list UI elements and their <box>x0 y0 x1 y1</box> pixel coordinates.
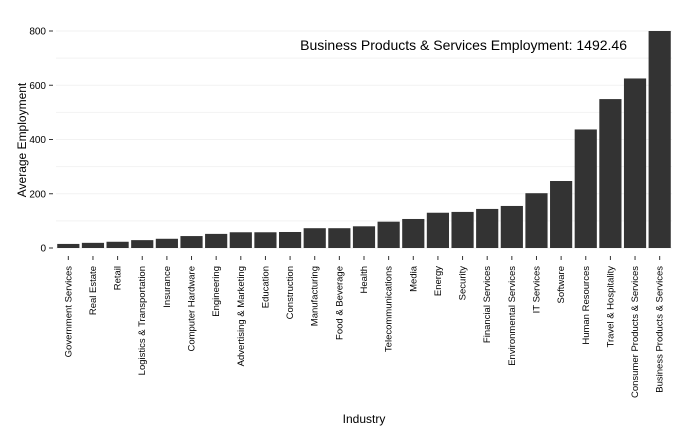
bar <box>131 240 154 248</box>
bar <box>451 211 474 248</box>
x-tick-label: Health <box>359 266 370 293</box>
bar <box>254 232 277 248</box>
y-tick-label: 200 <box>29 189 46 200</box>
bar <box>402 218 425 248</box>
bar <box>106 241 129 248</box>
bar <box>623 78 647 248</box>
bar <box>574 129 597 248</box>
y-tick-label: 800 <box>29 27 46 38</box>
bar <box>550 181 573 248</box>
x-tick-label: Advertising & Marketing <box>236 266 247 366</box>
x-axis: Government Services Real Estate Retail Logi… <box>63 256 666 398</box>
bar <box>648 31 671 248</box>
bar <box>278 231 302 248</box>
x-tick-label: Business Products & Services <box>655 266 666 393</box>
y-axis-title: Average Employment <box>15 82 29 197</box>
bar <box>205 233 228 248</box>
x-tick-label: Security <box>458 266 469 301</box>
x-tick-label: Logistics & Transportation <box>137 266 148 375</box>
x-tick-label: Retail <box>113 266 124 290</box>
x-tick-label: Education <box>260 266 271 308</box>
bar <box>426 212 450 248</box>
x-tick-label: Real Estate <box>88 266 99 315</box>
x-tick-label: Financial Services <box>482 266 493 343</box>
y-tick-label: 600 <box>29 81 46 92</box>
y-tick-label: 400 <box>29 135 46 146</box>
x-tick-label: Food & Beverage <box>334 266 345 340</box>
x-tick-label: Construction <box>285 266 296 319</box>
bar <box>476 208 499 248</box>
x-tick-label: Travel & Hospitality <box>605 266 616 348</box>
x-tick-label: Telecommunications <box>384 266 395 352</box>
bar <box>303 228 326 248</box>
x-tick-label: Computer Hardware <box>187 266 198 352</box>
bar <box>155 238 178 248</box>
x-tick-label: Environmental Services <box>507 266 518 366</box>
x-tick-label: Consumer Products & Services <box>630 266 641 398</box>
bars <box>57 31 671 249</box>
bar <box>377 221 400 248</box>
x-tick-label: Energy <box>433 266 444 296</box>
x-axis-title: Industry <box>343 412 386 426</box>
x-tick-label: IT Services <box>531 266 542 314</box>
x-tick-label: Human Resources <box>581 266 592 345</box>
bar <box>599 99 622 249</box>
x-tick-label: Manufacturing <box>310 266 321 326</box>
x-tick-label: Media <box>408 265 419 292</box>
x-tick-label: Engineering <box>211 266 222 317</box>
x-tick-label: Insurance <box>162 266 173 308</box>
y-axis: 0 200 400 600 800 <box>29 27 53 255</box>
x-tick-label: Software <box>556 266 567 304</box>
bar <box>81 242 105 248</box>
x-tick-label: Government Services <box>63 266 74 358</box>
bar <box>57 243 80 248</box>
chart-annotation: Business Products & Services Employment:… <box>300 37 627 53</box>
bar <box>500 205 523 248</box>
y-tick-label: 0 <box>40 244 46 255</box>
bar <box>352 226 376 248</box>
bar <box>525 193 548 248</box>
bar <box>328 228 351 248</box>
gridlines <box>56 30 672 249</box>
bar <box>229 232 252 248</box>
bar <box>180 236 203 248</box>
